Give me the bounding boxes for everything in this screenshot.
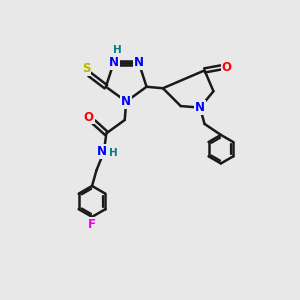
Text: N: N — [109, 56, 118, 69]
Text: N: N — [97, 145, 107, 158]
Text: O: O — [84, 110, 94, 124]
Text: N: N — [134, 56, 144, 69]
Text: H: H — [113, 45, 122, 56]
Text: N: N — [195, 101, 205, 114]
Text: H: H — [109, 148, 118, 158]
Text: O: O — [222, 61, 232, 74]
Text: N: N — [121, 95, 131, 108]
Text: F: F — [88, 218, 96, 231]
Text: S: S — [82, 62, 90, 75]
